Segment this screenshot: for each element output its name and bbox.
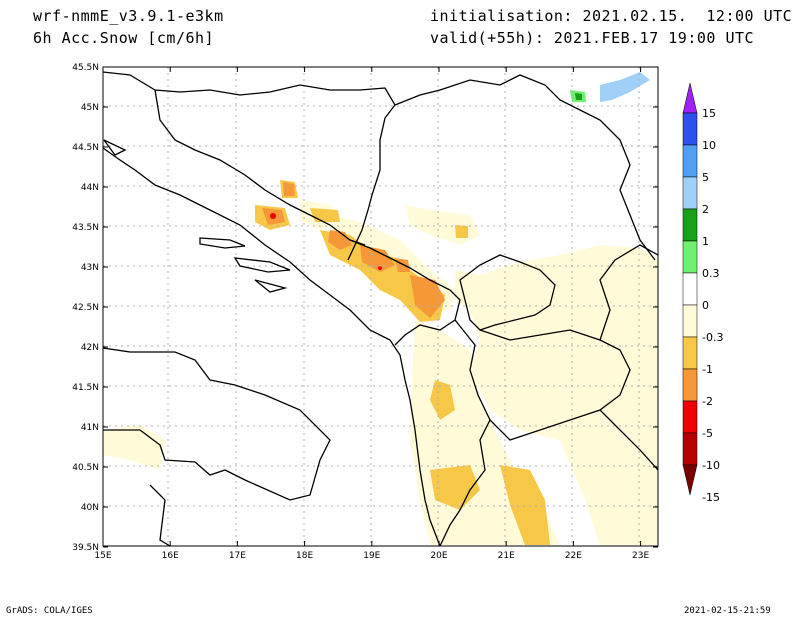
colorbar-bottom-arrow [682,464,698,496]
lon-label: 21E [498,551,515,561]
lat-label: 44.5N [72,143,99,153]
lon-label: 23E [632,551,649,561]
lat-label: 39.5N [72,543,99,553]
island-1 [199,237,246,249]
lat-label: 45N [81,103,99,113]
snow-area-1cm-d [430,380,455,420]
island-2 [233,257,291,273]
colorbar-label: 10 [702,139,716,152]
init-time: initialisation: 2021.02.15. 12:00 UTC [430,7,793,25]
axis-ticks [102,66,658,548]
lon-label: 20E [430,551,447,561]
timestamp-label: 2021-02-15-21:59 [684,606,771,616]
serbia-border [394,74,656,261]
lon-label: 19E [363,551,380,561]
model-title: wrf-nmmE_v3.9.1-e3km [33,7,224,25]
colorbar-swatch [682,176,698,210]
lat-label: 45.5N [72,63,99,73]
albania-border [439,319,491,546]
colorbar-label: 1 [702,235,709,248]
colorbar-swatch [682,272,698,306]
colorbar-swatch [682,208,698,242]
field-title: 6h Acc.Snow [cm/6h] [33,29,215,47]
snow-area-1cm-g [310,208,340,222]
macedonia-border [479,329,631,441]
colorbar-swatch [682,144,698,178]
colorbar-label: 15 [702,107,716,120]
lat-label: 42N [81,343,99,353]
colorbar-label: -2 [702,395,713,408]
gridlines [103,67,658,546]
snow-spot-5cm [270,213,276,219]
colorbar-label: -15 [702,491,720,504]
lon-label: 16E [162,551,179,561]
bulgaria-border [599,244,658,341]
colorbar-label: 0.3 [702,267,720,280]
colorbar-swatch [682,368,698,402]
colorbar-label: -10 [702,459,720,472]
lon-label: 17E [229,551,246,561]
snow-area-1cm-h [455,225,468,238]
greece-border [599,409,658,471]
kosovo-border [459,254,556,331]
italy-coastline [103,347,331,501]
coastlines-borders [103,71,658,546]
snow-area-2cm [328,230,352,250]
colorbar-label: 2 [702,203,709,216]
snow-area-2cm-b [360,245,395,272]
colorbar-swatch [682,400,698,434]
colorbar-swatch [682,432,698,466]
lat-label: 41N [81,423,99,433]
lat-label: 42.5N [72,303,99,313]
colorbar-label: 5 [702,171,709,184]
lon-label: 15E [94,551,111,561]
snow-area-light-ne [405,205,480,245]
montenegro-border [349,239,461,346]
lon-label: 18E [296,551,313,561]
snow-area-1cm-e [430,465,480,510]
colorbar-label: -1 [702,363,713,376]
colorbar-swatch [682,336,698,370]
lat-label: 43.5N [72,223,99,233]
italy-heel [149,484,171,546]
lon-labels: 15E 16E 17E 18E 19E 20E 21E 22E 23E [94,551,649,561]
lat-label: 40N [81,503,99,513]
valid-time: valid(+55h): 2021.FEB.17 19:00 UTC [430,29,755,47]
lat-label: 44N [81,183,99,193]
island-3 [254,279,288,293]
colorbar-top-arrow [682,82,698,114]
credit-label: GrADS: COLA/IGES [6,606,93,616]
colorbar: 15 10 5 2 1 0.3 0 -0.3 -1 -2 -5 -10 -15 [682,82,723,504]
map-field-layer [103,72,658,545]
snow-area-2cm-e [283,182,295,196]
colorbar-label: -5 [702,427,713,440]
lat-label: 41.5N [72,383,99,393]
island-4 [103,139,127,156]
colorbar-swatch [682,112,698,146]
lat-labels: 45.5N 45N 44.5N 44N 43.5N 43N 42.5N 42N 41.5N 41N… [72,63,99,553]
lat-label: 43N [81,263,99,273]
bosnia-border [154,89,366,246]
snow-area-2cm-c [410,275,445,318]
snow-area-2cm-f [395,258,410,272]
snow-spot-5cm-b [378,266,382,270]
lon-label: 22E [565,551,582,561]
colorbar-swatch [682,304,698,338]
snow-area-light-west [103,425,165,470]
colorbar-label: -0.3 [702,331,723,344]
dalmatian-coast [103,147,441,546]
neg-area-dkgreen [575,93,582,100]
colorbar-swatch [682,240,698,274]
lat-label: 40.5N [72,463,99,473]
colorbar-label: 0 [702,299,709,312]
snow-area-1cm-f [500,465,550,545]
croatia-border [103,71,396,261]
neg-area-blue [600,72,650,102]
